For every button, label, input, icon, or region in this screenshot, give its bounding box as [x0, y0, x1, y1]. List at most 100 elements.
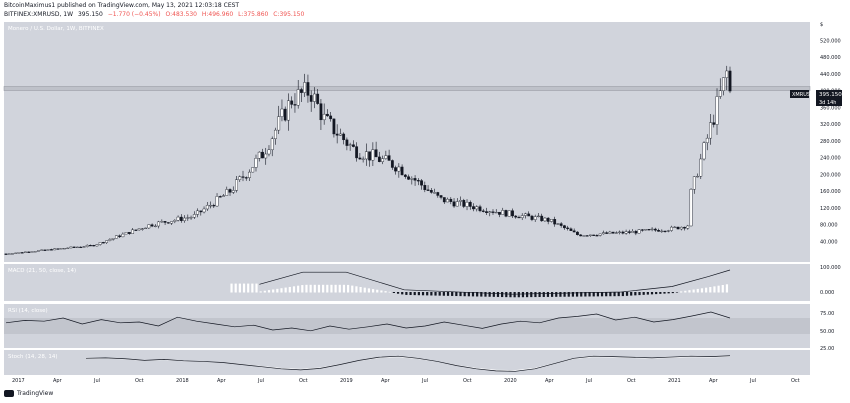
time-tick: Apr — [709, 378, 719, 384]
candle-body — [475, 206, 479, 210]
symbol-tag — [790, 90, 809, 98]
macd-histogram-bar — [259, 291, 262, 293]
candle-body — [127, 232, 131, 234]
macd-tick-100: 100.000 — [820, 265, 841, 271]
candle-body — [588, 234, 592, 236]
macd-histogram-bar — [347, 284, 350, 293]
rsi-line — [5, 311, 731, 332]
macd-histogram-bar — [371, 289, 375, 293]
macd-histogram-bar — [725, 284, 729, 293]
candle-body — [153, 225, 157, 228]
candle-body — [631, 231, 635, 233]
macd-histogram-bar — [705, 287, 708, 293]
macd-series — [230, 269, 731, 298]
macd-histogram-bar — [621, 292, 624, 297]
macd-histogram-bar — [442, 292, 445, 296]
chart-svg[interactable]: Monero / U.S. Dollar, 1W, BITFINEX 520.0… — [0, 20, 850, 390]
macd-histogram-bar — [563, 292, 566, 297]
time-tick: Apr — [53, 378, 63, 384]
candle-body — [261, 151, 264, 159]
candle-body — [494, 211, 498, 214]
candle-body — [413, 178, 417, 181]
candle-body — [306, 82, 310, 96]
candle-body — [472, 206, 475, 210]
macd-histogram-bar — [301, 285, 304, 293]
macd-histogram-bar — [359, 286, 362, 293]
candle-body — [702, 142, 706, 160]
candle-body — [309, 95, 313, 102]
macd-histogram-bar — [571, 292, 575, 297]
macd-histogram-bar — [684, 290, 687, 293]
time-tick: Jul — [585, 378, 592, 384]
candle-body — [507, 210, 511, 217]
macd-histogram-bar — [700, 288, 704, 293]
macd-histogram-bar — [530, 292, 533, 298]
candle-body — [170, 221, 173, 224]
candle-body — [553, 219, 557, 225]
candle-body — [569, 228, 573, 231]
candle-body — [319, 103, 323, 121]
ohlc-high: H:496.960 — [201, 11, 234, 18]
time-tick: 2020 — [504, 378, 517, 384]
tradingview-brand[interactable]: TradingView — [4, 390, 53, 397]
candle-body — [98, 242, 102, 245]
macd-histogram-bar — [513, 292, 516, 298]
candle-body — [283, 108, 287, 121]
candle-body — [624, 231, 628, 234]
macd-histogram-bar — [322, 284, 325, 293]
candle-body — [657, 229, 660, 232]
time-tick: Jul — [93, 378, 100, 384]
candle-body — [582, 235, 586, 237]
candle-body — [79, 246, 83, 249]
macd-histogram-bar — [292, 286, 296, 293]
candle-body — [634, 231, 638, 234]
candle-body — [209, 205, 212, 207]
candle-body — [131, 229, 135, 234]
candle-body — [368, 151, 372, 161]
time-tick: Jul — [421, 378, 428, 384]
candle-body — [17, 252, 21, 254]
candle-body — [202, 208, 206, 213]
macd-histogram-bar — [555, 292, 558, 297]
macd-histogram-bar — [580, 292, 583, 297]
candle-body — [439, 195, 443, 198]
macd-histogram-bar — [309, 284, 312, 293]
candle-body — [725, 70, 729, 78]
macd-histogram-bar — [505, 292, 508, 298]
macd-histogram-bar — [446, 292, 450, 296]
macd-histogram-bar — [351, 285, 354, 293]
symbol-tag-label: XMRUSD — [792, 92, 814, 98]
candle-body — [37, 250, 40, 252]
candle-body — [134, 229, 138, 231]
macd-histogram-bar — [630, 292, 633, 296]
candle-body — [517, 216, 521, 219]
candle-body — [377, 156, 381, 162]
macd-histogram-bar — [588, 292, 591, 297]
macd-histogram-bar — [492, 292, 495, 297]
price-tick: 160.000 — [820, 189, 841, 195]
candle-body — [199, 210, 203, 213]
candle-body — [426, 189, 430, 191]
time-tick: 2017 — [12, 378, 25, 384]
candle-body — [715, 96, 719, 125]
candle-body — [647, 229, 651, 231]
stoch-line — [85, 355, 731, 372]
candle-body — [403, 174, 407, 177]
candle-body — [56, 248, 60, 250]
header: BitcoinMaximus1 published on TradingView… — [0, 0, 850, 22]
candle-body — [235, 179, 238, 191]
symbol-name[interactable]: BITFINEX:XMRUSD, 1W — [4, 11, 74, 18]
macd-histogram-bar — [342, 284, 346, 293]
macd-histogram-bar — [655, 292, 658, 295]
price-axis: 520.000480.000440.000400.000360.000320.0… — [820, 38, 841, 245]
macd-histogram-bar — [330, 284, 333, 293]
candle-body — [137, 228, 141, 231]
candle-body — [556, 223, 560, 225]
candle-body — [504, 210, 508, 217]
candle-body — [524, 213, 527, 216]
rsi-tick-25: 25.00 — [820, 346, 834, 352]
time-tick: 2019 — [340, 378, 353, 384]
macd-histogram-bar — [234, 283, 237, 293]
candle-body — [540, 215, 544, 222]
macd-histogram-bar — [484, 292, 487, 297]
